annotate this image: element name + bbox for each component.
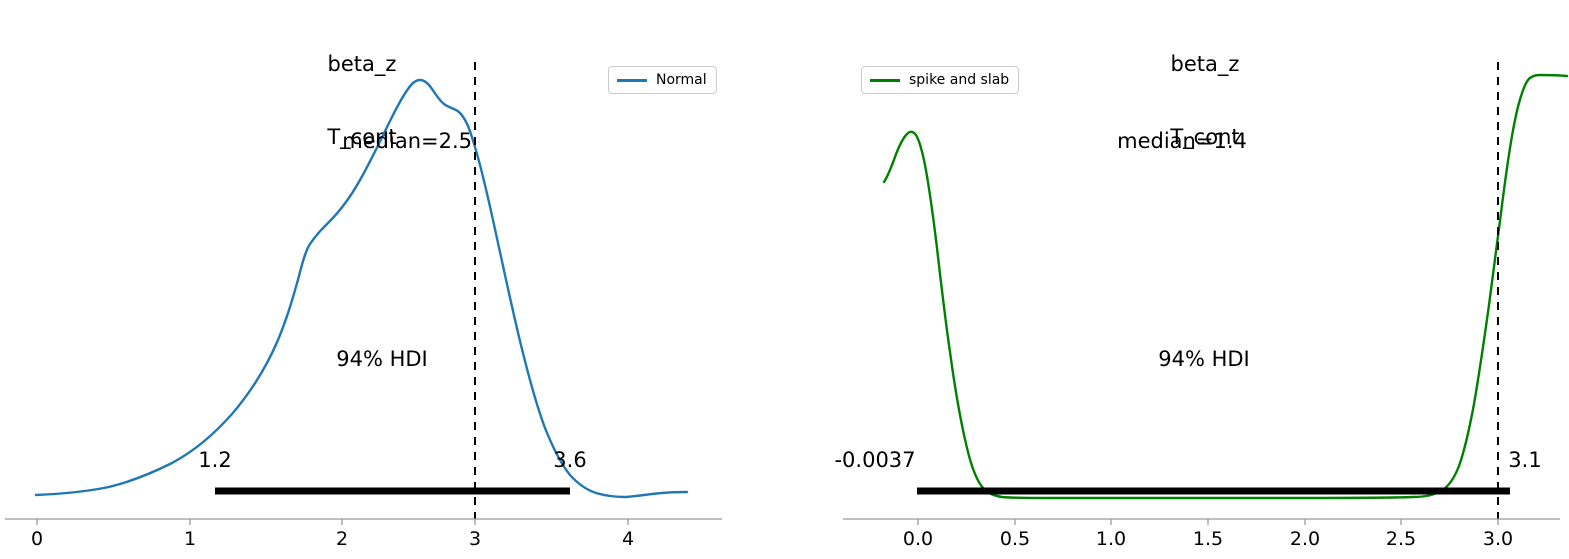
xtick-label-right-3: 1.5 [1192, 528, 1224, 550]
x-axis-ticks-left [36, 519, 629, 525]
median-label-left: median=2.5 [342, 129, 472, 153]
hdi-label-left: 94% HDI [336, 347, 428, 371]
plot-area-right [843, 62, 1569, 525]
hdi-upper-label-right: 3.1 [1508, 448, 1542, 472]
panel-normal: beta_z T_cont median=2.5 94% HDI [0, 0, 784, 559]
xtick-label-right-2: 1.0 [1095, 528, 1127, 550]
legend-label-spike-and-slab: spike and slab [909, 72, 1010, 88]
panel-title-left-line1: beta_z [327, 52, 397, 77]
legend-right[interactable]: spike and slab [861, 66, 1020, 94]
legend-line-icon-spike-and-slab [870, 78, 900, 82]
hdi-lower-label-right: -0.0037 [834, 448, 916, 472]
panel-title-right-line1: beta_z [1170, 52, 1240, 77]
hdi-label-right: 94% HDI [1158, 347, 1250, 371]
xtick-label-right-0: 0.0 [902, 528, 934, 550]
xtick-label-right-4: 2.0 [1289, 528, 1321, 550]
panel-title-right-line2: T_cont [1170, 124, 1240, 149]
panel-title-right: beta_z T_cont [1105, 4, 1305, 197]
x-axis-ticks-right [917, 519, 1499, 525]
xtick-label-right-5: 2.5 [1385, 528, 1417, 550]
xtick-label-left-1: 1 [183, 528, 197, 550]
xtick-label-right-1: 0.5 [999, 528, 1031, 550]
xtick-label-right-6: 3.0 [1482, 528, 1514, 550]
legend-line-icon-normal [617, 78, 647, 82]
density-curve-spike-and-slab [882, 73, 1569, 500]
xtick-label-left-3: 3 [468, 528, 482, 550]
hdi-upper-label-left: 3.6 [553, 448, 587, 472]
hdi-lower-label-left: 1.2 [198, 448, 232, 472]
legend-label-normal: Normal [656, 72, 707, 88]
xtick-label-left-4: 4 [621, 528, 635, 550]
panel-spike-and-slab: beta_z T_cont median=1.4 [785, 0, 1569, 559]
median-label-right: median=1.4 [1117, 129, 1247, 153]
xtick-label-left-2: 2 [335, 528, 349, 550]
density-curve-normal [34, 78, 689, 499]
legend-left[interactable]: Normal [608, 66, 717, 94]
plot-area-left [5, 62, 722, 525]
xtick-label-left-0: 0 [30, 528, 44, 550]
